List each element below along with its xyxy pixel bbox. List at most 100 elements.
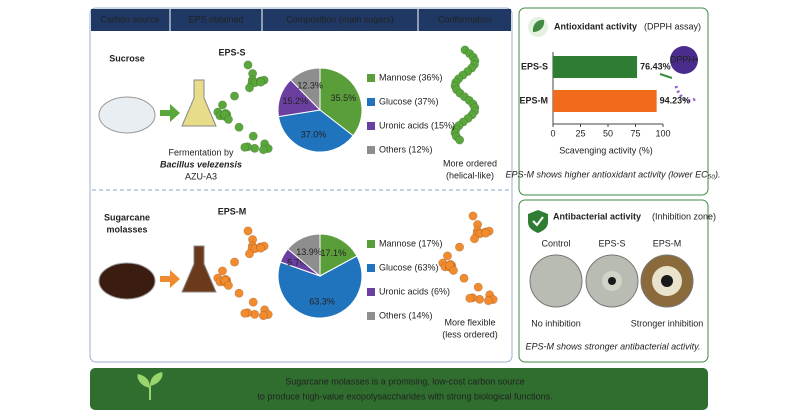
- conformation-label: (helical-like): [446, 170, 494, 180]
- bar-value: 94.23%: [660, 95, 691, 105]
- legend-swatch: [367, 288, 375, 296]
- x-tick-label: 0: [550, 128, 555, 138]
- bead: [442, 251, 452, 261]
- flask: [181, 245, 217, 293]
- bead: [469, 234, 479, 244]
- plate-result: No inhibition: [531, 318, 581, 328]
- conformation-label: (less ordered): [442, 329, 498, 339]
- footer-text: Sugarcane molasses is a promising, low-c…: [285, 376, 525, 386]
- legend-label: Mannose (17%): [379, 238, 443, 248]
- bead: [256, 77, 266, 87]
- bead: [234, 288, 244, 298]
- bead: [483, 296, 493, 306]
- bar: [553, 90, 657, 112]
- legend-swatch: [367, 74, 375, 82]
- bead: [244, 249, 254, 259]
- pie-slice: [277, 255, 363, 319]
- legend-label: Glucose (63%): [379, 262, 439, 272]
- bar-category: EPS-M: [519, 95, 548, 105]
- source-bowl: [98, 262, 156, 300]
- panel-title: Antioxidant activity: [554, 21, 637, 31]
- pie-label: 63.3%: [309, 296, 335, 306]
- bead: [258, 145, 268, 155]
- footer-text: to produce high-value exopolysaccharides…: [257, 391, 552, 401]
- bead: [481, 228, 491, 238]
- legend-label: Mannose (36%): [379, 72, 443, 82]
- x-tick-label: 75: [630, 128, 640, 138]
- bead: [248, 131, 258, 141]
- shield-icon: [528, 210, 548, 233]
- carbon-source: molasses: [106, 224, 147, 234]
- legend-label: Uronic acids (6%): [379, 286, 450, 296]
- carbon-source: Sucrose: [109, 53, 145, 63]
- bead: [230, 91, 240, 101]
- bead: [217, 266, 227, 276]
- x-tick-label: 50: [603, 128, 613, 138]
- bead: [473, 282, 483, 292]
- footer-band: [90, 368, 708, 410]
- legend-label: Uronic acids (15%): [379, 120, 455, 130]
- legend-swatch: [367, 312, 375, 320]
- bead: [468, 211, 478, 221]
- panel-note: EPS-M shows stronger antibacterial activ…: [526, 341, 701, 351]
- eps-name: EPS-M: [218, 206, 247, 216]
- legend-swatch: [367, 122, 375, 130]
- legend-swatch: [367, 240, 375, 248]
- header-cell: Conformation: [438, 14, 492, 24]
- bead: [465, 293, 475, 303]
- panel-note: EPS-M shows higher antioxidant activity …: [506, 169, 721, 179]
- fermentation-note: Fermentation by: [168, 147, 234, 157]
- legend-label: Others (12%): [379, 144, 433, 154]
- pie-label: 37.0%: [301, 130, 327, 140]
- legend-swatch: [367, 98, 375, 106]
- bead: [448, 265, 458, 275]
- pie-label: 35.5%: [331, 93, 357, 103]
- bead: [243, 226, 253, 236]
- sprout-icon: [137, 372, 163, 400]
- bead: [234, 122, 244, 132]
- arrow: [160, 104, 180, 122]
- plate-label: Control: [541, 238, 570, 248]
- pie-label: 13.9%: [296, 247, 322, 257]
- dpph-icon: [659, 46, 698, 103]
- header-cell: Composition (main sugars): [286, 14, 394, 24]
- bead: [243, 60, 253, 70]
- bead: [455, 135, 465, 145]
- plate-label: EPS-S: [598, 238, 625, 248]
- bar-category: EPS-S: [521, 61, 548, 71]
- pie-slice: [319, 67, 363, 137]
- bead: [240, 142, 250, 152]
- panel-subtitle: (Inhibition zone): [652, 211, 716, 221]
- fermentation-note: Bacillus velezensis: [160, 159, 242, 169]
- x-tick-label: 25: [575, 128, 585, 138]
- fermentation-note: AZU-A3: [185, 171, 217, 181]
- pie-label: 5.7%: [287, 257, 308, 267]
- bead: [223, 280, 233, 290]
- bead: [256, 243, 266, 253]
- carbon-source: Sugarcane: [104, 212, 150, 222]
- conformation-label: More flexible: [444, 317, 495, 327]
- x-axis-label: Scavenging activity (%): [559, 145, 653, 155]
- header-cell: EPS obtained: [188, 14, 243, 24]
- pie-slice: [287, 233, 321, 278]
- pie-slice: [289, 67, 321, 112]
- legend-swatch: [367, 146, 375, 154]
- bead: [223, 114, 233, 124]
- legend-label: Others (14%): [379, 310, 433, 320]
- panel-subtitle: (DPPH assay): [644, 21, 701, 31]
- bead: [455, 242, 465, 252]
- conformation-label: More ordered: [443, 158, 497, 168]
- bar-value: 76.43%: [640, 61, 671, 71]
- pie-slice: [319, 233, 358, 277]
- leaf-icon: [528, 17, 548, 37]
- header-bar: [91, 9, 511, 31]
- header-cell: Carbon source: [100, 14, 159, 24]
- legend-label: Glucose (37%): [379, 96, 439, 106]
- pie-label: 15.2%: [283, 96, 309, 106]
- eps-name: EPS-S: [218, 47, 245, 57]
- bead: [217, 100, 227, 110]
- panel-title: Antibacterial activity: [553, 211, 641, 221]
- bead: [230, 257, 240, 267]
- bead: [244, 83, 254, 93]
